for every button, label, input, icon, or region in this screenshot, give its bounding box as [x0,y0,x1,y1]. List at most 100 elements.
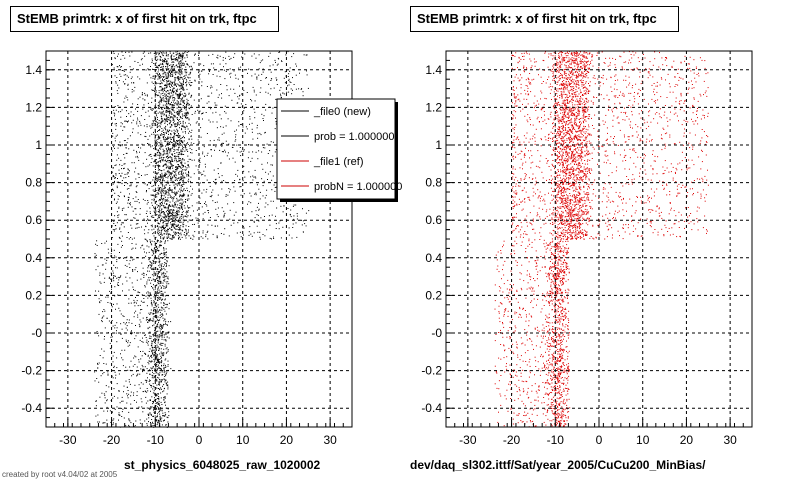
scatter-point [200,70,202,72]
scatter-point [119,277,120,279]
scatter-point [188,175,189,176]
scatter-point [230,224,232,226]
scatter-point [162,68,164,70]
scatter-point [161,204,163,206]
scatter-point [153,373,155,375]
scatter-point [170,126,172,128]
scatter-point [137,117,138,119]
scatter-point [206,179,208,181]
scatter-point [149,74,151,76]
scatter-point [161,316,163,318]
scatter-point [159,260,161,262]
scatter-point [154,337,156,339]
scatter-point [229,68,231,70]
scatter-point [146,241,148,243]
scatter-point [188,219,190,221]
scatter-point [202,173,204,175]
scatter-point [111,288,112,290]
scatter-point [182,84,184,86]
scatter-point [167,170,168,172]
scatter-point [166,149,168,151]
scatter-point [243,234,244,236]
scatter-point [177,79,179,81]
scatter-point [183,176,185,178]
scatter-point [174,134,175,136]
scatter-point [169,95,171,97]
scatter-point [160,236,161,238]
scatter-point [172,88,174,90]
scatter-point [180,60,182,62]
scatter-point [161,203,163,205]
scatter-point [141,273,143,275]
scatter-point [216,89,218,91]
scatter-point [181,196,183,198]
scatter-point [173,91,175,93]
scatter-point [233,222,235,224]
scatter-point [227,152,229,154]
scatter-point [133,114,135,116]
scatter-point [161,352,163,354]
scatter-point [229,189,231,191]
scatter-point [132,103,134,105]
scatter-point [179,104,181,105]
scatter-point [151,58,153,60]
scatter-point [295,222,297,224]
scatter-point [156,297,158,298]
scatter-point [144,366,146,368]
scatter-point [136,401,137,403]
scatter-point [120,246,122,248]
scatter-point [183,166,185,167]
scatter-point [167,136,169,138]
scatter-point [152,165,154,167]
scatter-point [142,267,144,269]
scatter-point [184,150,186,152]
scatter-point [172,118,174,120]
scatter-point [156,402,158,404]
scatter-point [164,373,166,375]
scatter-point [130,403,132,405]
scatter-point [113,249,115,251]
scatter-point [296,236,298,238]
scatter-point [274,190,276,192]
scatter-point [230,72,232,74]
scatter-point [125,78,127,80]
scatter-point [197,222,199,224]
scatter-point [180,149,182,151]
scatter-point [139,151,140,153]
scatter-point [154,180,156,182]
scatter-point [140,59,142,61]
scatter-point [171,224,173,226]
scatter-point [190,142,192,144]
scatter-point [130,78,132,80]
scatter-point [239,95,240,97]
scatter-point [159,245,161,247]
scatter-point [112,424,114,426]
scatter-point [187,195,189,197]
scatter-point [181,229,183,231]
scatter-point [150,318,151,320]
scatter-point [157,312,159,314]
scatter-point [170,160,172,162]
scatter-point [160,226,162,228]
scatter-point [194,79,196,81]
scatter-point [556,118,558,120]
scatter-point [182,100,184,102]
scatter-point [168,156,169,158]
scatter-point [159,230,161,232]
scatter-point [175,213,177,215]
scatter-point [175,218,176,220]
scatter-point [181,73,183,75]
scatter-point [182,175,184,176]
scatter-point [162,87,164,89]
scatter-point [161,128,163,129]
scatter-point [185,211,187,213]
scatter-point [162,76,164,77]
scatter-point [159,379,161,380]
scatter-point [128,322,130,324]
scatter-point [165,84,167,86]
scatter-point [253,89,255,91]
scatter-point [162,154,164,156]
scatter-point [153,407,155,408]
scatter-point [185,85,187,87]
